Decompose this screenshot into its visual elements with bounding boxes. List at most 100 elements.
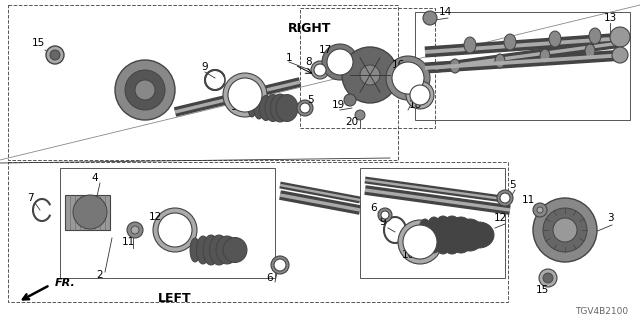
Ellipse shape: [433, 216, 453, 254]
Text: 19: 19: [332, 100, 344, 110]
Circle shape: [533, 203, 547, 217]
Circle shape: [612, 47, 628, 63]
Circle shape: [537, 207, 543, 213]
Circle shape: [497, 190, 513, 206]
Ellipse shape: [203, 235, 219, 265]
Ellipse shape: [456, 219, 484, 251]
Text: 8: 8: [306, 57, 312, 67]
Text: 9: 9: [202, 62, 208, 72]
Circle shape: [228, 78, 262, 112]
Ellipse shape: [495, 54, 505, 68]
Circle shape: [342, 47, 398, 103]
Circle shape: [223, 73, 267, 117]
Ellipse shape: [271, 94, 289, 122]
Ellipse shape: [426, 217, 442, 253]
Circle shape: [314, 64, 326, 76]
Text: 18: 18: [408, 100, 422, 110]
Ellipse shape: [549, 31, 561, 47]
Text: 9: 9: [380, 217, 387, 227]
Ellipse shape: [254, 97, 264, 119]
Ellipse shape: [190, 238, 200, 262]
Bar: [360, 168, 505, 278]
Ellipse shape: [585, 44, 595, 58]
Text: 11: 11: [122, 237, 134, 247]
Ellipse shape: [259, 95, 273, 121]
Text: 2: 2: [97, 270, 103, 280]
Circle shape: [158, 213, 192, 247]
Circle shape: [125, 70, 165, 110]
Ellipse shape: [540, 49, 550, 63]
Circle shape: [327, 49, 353, 75]
Circle shape: [131, 226, 139, 234]
Circle shape: [423, 11, 437, 25]
Circle shape: [543, 273, 553, 283]
Circle shape: [127, 222, 143, 238]
Text: FR.: FR.: [55, 278, 76, 288]
Circle shape: [73, 195, 107, 229]
Circle shape: [50, 50, 60, 60]
Circle shape: [392, 62, 424, 94]
Text: 11: 11: [522, 195, 534, 205]
Ellipse shape: [504, 34, 516, 50]
Text: 12: 12: [148, 212, 162, 222]
Text: 6: 6: [267, 273, 273, 283]
Text: 15: 15: [31, 38, 45, 48]
Circle shape: [360, 65, 380, 85]
Ellipse shape: [209, 235, 228, 265]
Bar: [300, 8, 435, 128]
Text: 5: 5: [509, 180, 515, 190]
Ellipse shape: [448, 217, 474, 253]
Ellipse shape: [276, 94, 298, 122]
Text: 20: 20: [346, 117, 358, 127]
Text: 12: 12: [493, 213, 507, 223]
Circle shape: [406, 81, 434, 109]
Circle shape: [311, 61, 329, 79]
Circle shape: [355, 110, 365, 120]
Text: 16: 16: [392, 60, 404, 70]
Circle shape: [378, 208, 392, 222]
Circle shape: [386, 56, 430, 100]
Circle shape: [533, 198, 597, 262]
Bar: [8, 5, 398, 160]
Text: 14: 14: [438, 7, 452, 17]
Circle shape: [539, 269, 557, 287]
Ellipse shape: [464, 222, 494, 248]
Bar: [415, 12, 630, 120]
Circle shape: [381, 211, 389, 219]
Ellipse shape: [248, 99, 256, 117]
Text: 10: 10: [230, 102, 244, 112]
Text: 3: 3: [607, 213, 613, 223]
Text: 15: 15: [536, 285, 548, 295]
Text: 5: 5: [307, 95, 314, 105]
Text: 17: 17: [318, 45, 332, 55]
Circle shape: [153, 208, 197, 252]
Text: 4: 4: [92, 173, 99, 183]
Ellipse shape: [216, 236, 238, 264]
Circle shape: [300, 103, 310, 113]
Text: 10: 10: [401, 250, 415, 260]
Circle shape: [46, 46, 64, 64]
Circle shape: [543, 208, 587, 252]
Text: 1: 1: [285, 53, 292, 63]
Circle shape: [403, 225, 437, 259]
Circle shape: [115, 60, 175, 120]
Text: TGV4B2100: TGV4B2100: [575, 308, 628, 316]
Text: 13: 13: [604, 13, 616, 23]
Circle shape: [410, 85, 430, 105]
Circle shape: [322, 44, 358, 80]
Ellipse shape: [418, 219, 432, 251]
Bar: [8, 162, 508, 302]
Bar: [60, 168, 275, 278]
Ellipse shape: [440, 216, 463, 254]
Ellipse shape: [450, 59, 460, 73]
Circle shape: [344, 94, 356, 106]
Text: RIGHT: RIGHT: [288, 22, 332, 35]
Circle shape: [297, 100, 313, 116]
Text: 7: 7: [27, 193, 33, 203]
Circle shape: [274, 259, 286, 271]
Bar: [65, 195, 110, 230]
Ellipse shape: [196, 236, 209, 264]
Ellipse shape: [589, 28, 601, 44]
Ellipse shape: [464, 37, 476, 53]
Circle shape: [135, 80, 155, 100]
